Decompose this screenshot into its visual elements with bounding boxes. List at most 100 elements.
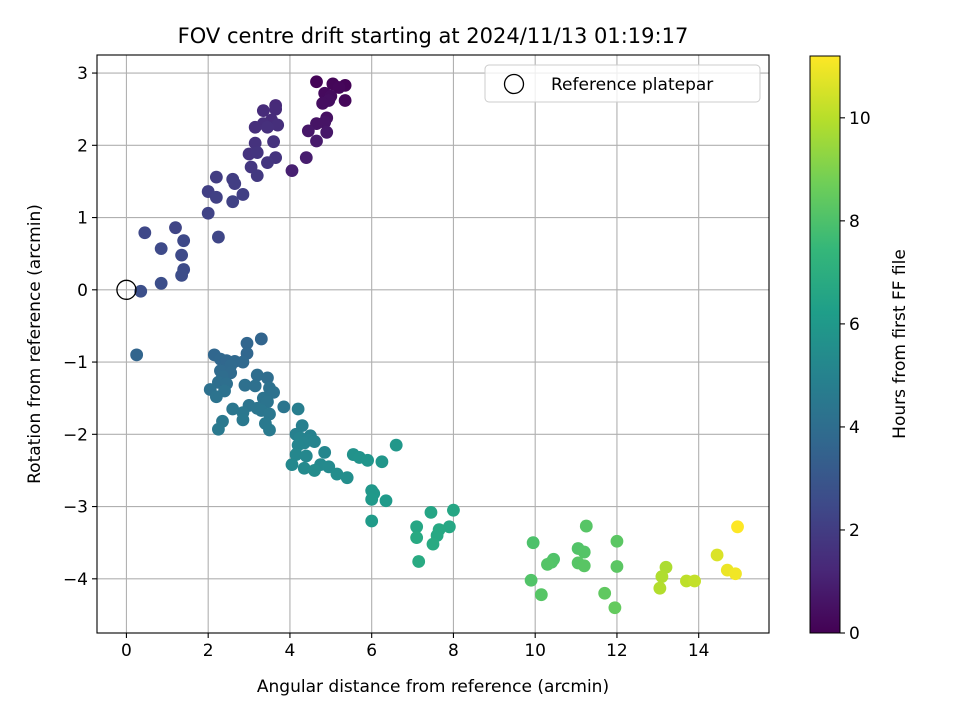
data-point xyxy=(209,170,223,184)
data-point xyxy=(226,195,240,209)
data-point xyxy=(731,520,744,534)
legend-marker-icon xyxy=(503,73,525,95)
y-axis-ticks: 3 2 1 0 −1 −2 −3 −4 xyxy=(63,64,97,590)
y-tick-label: 2 xyxy=(77,136,88,156)
y-tick-label: 3 xyxy=(77,64,88,84)
data-point xyxy=(285,458,299,472)
data-point xyxy=(256,104,270,118)
data-point xyxy=(541,557,554,571)
data-point xyxy=(236,413,250,427)
data-point xyxy=(688,574,702,588)
colorbar-tick-label: 0 xyxy=(849,624,860,644)
data-point xyxy=(299,449,313,463)
data-point xyxy=(610,534,624,548)
x-tick-label: 6 xyxy=(366,641,377,661)
data-point xyxy=(424,505,438,519)
data-point xyxy=(710,548,724,562)
data-point xyxy=(130,348,144,362)
data-point xyxy=(248,379,262,393)
data-point xyxy=(524,573,538,587)
x-tick-label: 14 xyxy=(688,641,710,661)
data-point xyxy=(365,492,379,506)
colorbar-tick-label: 6 xyxy=(849,315,860,335)
data-point xyxy=(598,586,612,600)
data-point xyxy=(289,448,303,461)
data-point xyxy=(729,567,742,581)
colorbar-ticks: 0 2 4 6 8 10 xyxy=(840,109,871,644)
data-point xyxy=(301,124,315,138)
data-point xyxy=(316,97,330,110)
data-point xyxy=(175,268,189,282)
data-point xyxy=(442,520,456,534)
data-point xyxy=(277,400,291,414)
data-point xyxy=(267,386,280,399)
x-tick-label: 0 xyxy=(121,641,132,661)
data-point xyxy=(389,438,403,452)
data-point xyxy=(226,402,240,416)
data-point xyxy=(361,453,374,467)
y-tick-label: −1 xyxy=(63,353,88,373)
data-point xyxy=(447,503,460,517)
data-point xyxy=(534,588,548,602)
data-point xyxy=(308,435,321,448)
data-point xyxy=(201,206,215,220)
data-point xyxy=(410,531,424,545)
colorbar-tick-label: 8 xyxy=(849,212,860,232)
data-point xyxy=(138,226,152,240)
data-point xyxy=(263,423,276,437)
data-point xyxy=(365,514,379,528)
y-tick-label: −4 xyxy=(63,570,88,590)
data-point xyxy=(261,156,274,170)
data-point xyxy=(250,146,264,159)
data-point xyxy=(610,560,624,573)
data-point xyxy=(308,464,321,477)
data-point xyxy=(236,355,250,369)
reference-point-marker xyxy=(116,279,137,300)
colorbar-tick-label: 4 xyxy=(849,418,860,438)
x-tick-label: 12 xyxy=(606,641,628,661)
data-point xyxy=(177,234,191,248)
y-axis-label: Rotation from reference (arcmin) xyxy=(25,204,45,484)
x-tick-label: 8 xyxy=(448,641,459,661)
data-point xyxy=(212,422,225,436)
data-point xyxy=(285,164,299,178)
y-tick-label: 1 xyxy=(77,209,88,229)
y-tick-label: −2 xyxy=(63,425,88,445)
data-point xyxy=(318,445,332,459)
data-point xyxy=(340,471,354,485)
data-point xyxy=(426,537,440,551)
x-tick-label: 4 xyxy=(285,641,296,661)
x-tick-label: 10 xyxy=(524,641,546,661)
plot-frame xyxy=(96,54,770,634)
data-point xyxy=(338,94,352,107)
data-point xyxy=(240,336,254,350)
data-point xyxy=(577,559,591,573)
data-point xyxy=(299,151,313,164)
data-point xyxy=(248,120,262,134)
data-point xyxy=(608,601,622,615)
data-point xyxy=(653,581,667,595)
data-point xyxy=(267,135,280,149)
legend-box xyxy=(484,64,761,103)
data-point xyxy=(379,494,393,508)
data-point xyxy=(154,276,168,290)
data-point xyxy=(577,545,591,559)
data-point xyxy=(412,555,426,568)
data-point xyxy=(269,102,283,116)
data-point xyxy=(238,378,252,392)
data-point xyxy=(209,390,223,404)
data-point xyxy=(209,190,223,204)
data-point xyxy=(134,284,148,298)
data-point xyxy=(254,332,268,346)
data-point xyxy=(261,371,274,385)
data-points xyxy=(130,75,744,615)
data-point xyxy=(291,402,305,416)
data-point xyxy=(297,461,311,475)
data-point xyxy=(236,188,250,201)
colorbar xyxy=(809,55,841,634)
data-point xyxy=(175,248,189,262)
y-tick-label: −3 xyxy=(63,498,88,518)
x-tick-label: 2 xyxy=(203,641,214,661)
data-point xyxy=(655,570,669,584)
